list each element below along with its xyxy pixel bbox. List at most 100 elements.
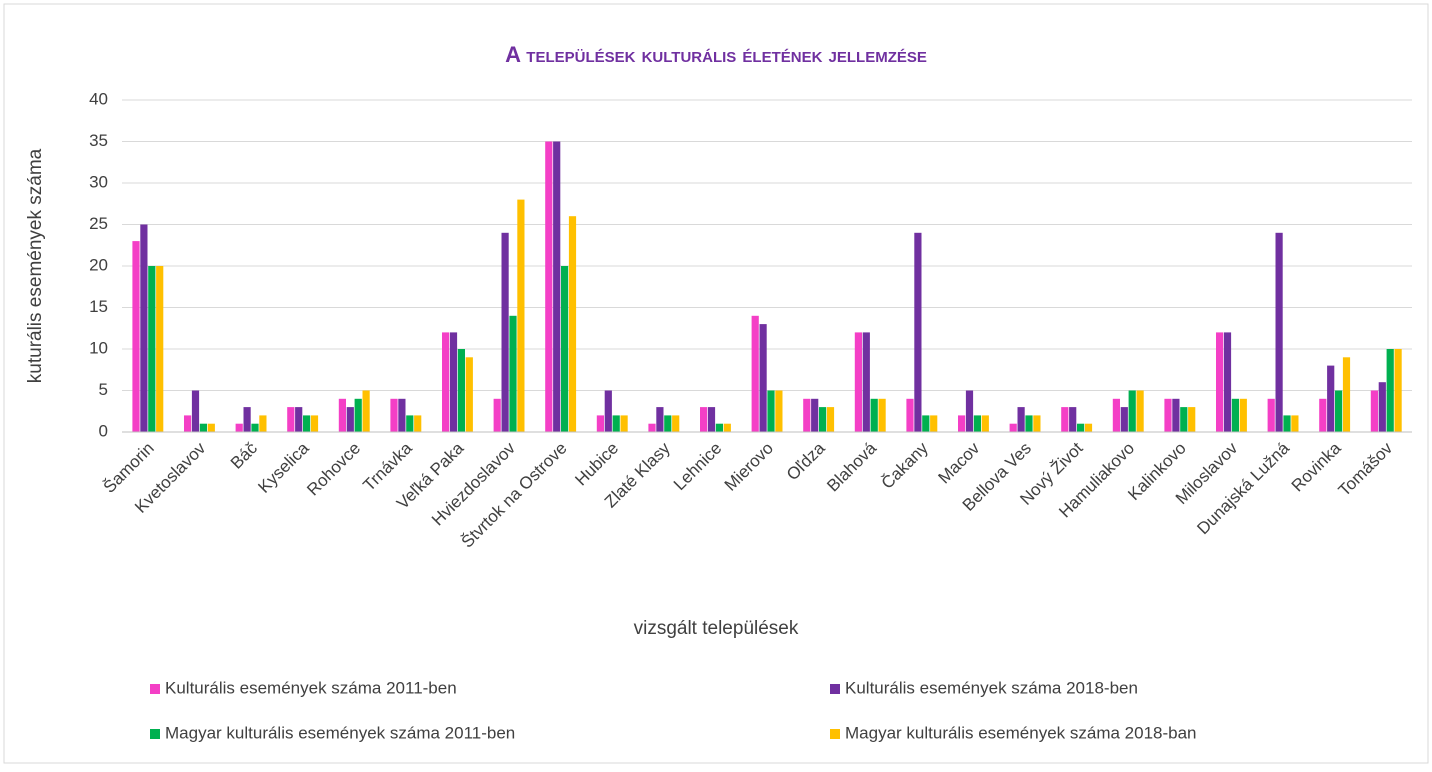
bar — [287, 407, 295, 432]
bar — [207, 423, 215, 432]
bar — [672, 415, 680, 432]
bar — [501, 232, 509, 432]
bar — [922, 415, 930, 432]
bar — [854, 332, 862, 432]
bar — [310, 415, 319, 432]
bar — [819, 407, 827, 432]
bar — [1164, 398, 1172, 432]
bar — [862, 332, 870, 432]
bar — [1386, 349, 1394, 432]
bar — [184, 415, 192, 432]
bar — [826, 407, 835, 432]
bar — [751, 315, 759, 432]
bar — [1069, 407, 1077, 432]
y-tick-label: 5 — [99, 380, 108, 399]
bar — [973, 415, 981, 432]
bar — [1077, 423, 1085, 432]
bar — [390, 398, 398, 432]
bar — [259, 415, 267, 432]
bar — [1188, 407, 1196, 432]
y-tick-label: 20 — [89, 255, 108, 274]
bar — [568, 216, 577, 432]
bar — [1084, 423, 1093, 432]
bar — [1275, 232, 1283, 432]
y-tick-label: 35 — [89, 131, 108, 150]
bar — [406, 415, 414, 432]
chart-border — [3, 3, 1429, 764]
bar — [1128, 390, 1136, 432]
bar — [509, 315, 517, 432]
bar — [958, 415, 966, 432]
bar — [1335, 390, 1343, 432]
bar — [1394, 349, 1402, 432]
bar — [604, 390, 612, 432]
y-tick-label: 30 — [89, 172, 108, 191]
bar — [251, 423, 259, 432]
bar — [1017, 407, 1025, 432]
bar — [1180, 407, 1188, 432]
bar — [1378, 382, 1386, 432]
bar — [775, 390, 783, 432]
x-axis-title: vizsgált települések — [634, 618, 799, 639]
bar — [1239, 398, 1247, 432]
bar — [803, 398, 811, 432]
legend-swatch — [830, 684, 840, 694]
bar — [295, 407, 303, 432]
bar — [398, 398, 406, 432]
bar — [414, 415, 422, 432]
bar — [1319, 398, 1327, 432]
bar — [156, 266, 164, 432]
bar — [1283, 415, 1291, 432]
bar — [906, 398, 914, 432]
bar — [362, 390, 370, 432]
bar — [930, 415, 938, 432]
bar — [811, 398, 819, 432]
bar — [878, 398, 886, 432]
legend-swatch — [830, 729, 840, 739]
legend-label: Kulturális események száma 2011-ben — [165, 678, 457, 697]
bar — [1033, 415, 1041, 432]
bar — [303, 415, 311, 432]
bar — [870, 398, 878, 432]
bar — [759, 324, 767, 432]
bar — [707, 407, 716, 432]
bar — [545, 141, 553, 432]
y-tick-label: 10 — [89, 338, 108, 357]
bar — [148, 266, 156, 432]
legend-label: Kulturális események száma 2018-ben — [845, 678, 1138, 697]
bar — [465, 357, 473, 432]
bar — [612, 415, 620, 432]
y-axis-title: kuturális események száma — [25, 148, 46, 383]
legend-swatch — [150, 684, 160, 694]
bar — [354, 398, 362, 432]
bar — [1009, 423, 1017, 432]
bar — [1136, 390, 1144, 432]
bar — [664, 415, 672, 432]
bar — [648, 423, 656, 432]
bar — [517, 199, 525, 432]
bar — [596, 415, 604, 432]
legend-label: Magyar kulturális események száma 2018-b… — [845, 723, 1197, 742]
bar — [700, 407, 708, 432]
bar — [1327, 365, 1335, 432]
bar — [346, 407, 354, 432]
bar — [1223, 332, 1232, 432]
bar — [715, 423, 723, 432]
bar — [981, 415, 989, 432]
bar — [1025, 415, 1033, 432]
bar — [723, 423, 731, 432]
bar — [140, 224, 148, 432]
bar — [243, 407, 251, 432]
bar — [457, 349, 465, 432]
bar — [1370, 390, 1378, 432]
bar — [1120, 407, 1128, 432]
bar — [1172, 398, 1180, 432]
bar — [442, 332, 450, 432]
bar — [235, 423, 243, 432]
y-tick-label: 40 — [89, 89, 108, 108]
bar — [493, 398, 501, 432]
bar — [1216, 332, 1224, 432]
y-tick-label: 0 — [99, 421, 108, 440]
bar — [449, 332, 458, 432]
